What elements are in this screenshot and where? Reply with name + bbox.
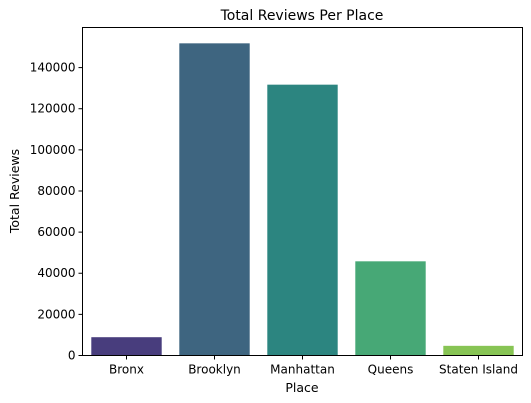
bar-queens <box>355 261 426 356</box>
y-tick-label: 40000 <box>37 266 75 280</box>
x-tick-label: Queens <box>368 363 414 377</box>
x-tick-label: Brooklyn <box>188 363 241 377</box>
y-axis-ticks: 0 20000 40000 60000 80000 100000 120000 140000 <box>30 61 83 363</box>
bar-staten-island <box>443 345 514 356</box>
bar-manhattan <box>267 84 338 356</box>
bar-bronx <box>91 337 162 356</box>
bar-brooklyn <box>179 43 250 356</box>
y-tick-label: 140000 <box>30 61 76 75</box>
plot-area-frame <box>82 27 523 356</box>
y-tick-label: 0 <box>68 349 76 363</box>
y-tick-label: 100000 <box>30 143 76 157</box>
y-tick-label: 120000 <box>30 102 76 116</box>
y-tick-label: 20000 <box>37 307 75 321</box>
x-tick-label: Manhattan <box>270 363 335 377</box>
chart-title: Total Reviews Per Place <box>220 8 384 24</box>
x-tick-label: Bronx <box>109 363 144 377</box>
y-tick-label: 60000 <box>37 225 75 239</box>
x-axis-ticks: Bronx Brooklyn Manhattan Queens Staten Islan… <box>109 355 518 377</box>
x-tick-label: Staten Island <box>439 363 518 377</box>
y-tick-label: 80000 <box>37 184 75 198</box>
bars-group <box>91 43 514 356</box>
y-axis-title: Total Reviews <box>7 149 22 234</box>
x-axis-title: Place <box>285 380 319 395</box>
